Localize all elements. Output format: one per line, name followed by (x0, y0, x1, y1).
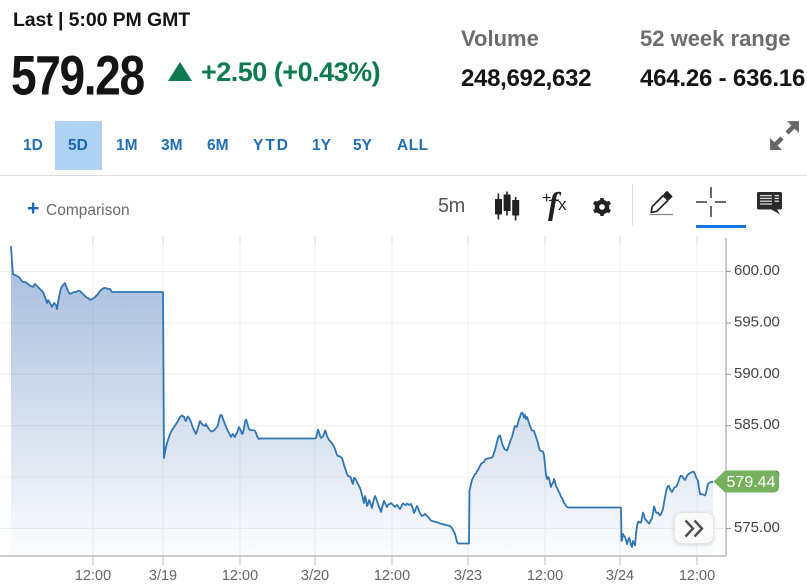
svg-text:12:00: 12:00 (75, 568, 111, 584)
svg-text:585.00: 585.00 (734, 416, 780, 433)
svg-text:3/19: 3/19 (149, 568, 177, 584)
svg-text:12:00: 12:00 (374, 568, 410, 584)
svg-text:12:00: 12:00 (222, 568, 258, 584)
svg-text:3/24: 3/24 (606, 568, 634, 584)
svg-text:3/20: 3/20 (301, 568, 329, 584)
svg-text:590.00: 590.00 (734, 365, 780, 382)
svg-text:579.44: 579.44 (727, 474, 776, 491)
svg-text:12:00: 12:00 (679, 568, 715, 584)
svg-text:12:00: 12:00 (527, 568, 563, 584)
svg-text:575.00: 575.00 (734, 519, 780, 536)
svg-text:3/23: 3/23 (454, 568, 482, 584)
svg-text:600.00: 600.00 (734, 262, 780, 279)
svg-text:595.00: 595.00 (734, 313, 780, 330)
